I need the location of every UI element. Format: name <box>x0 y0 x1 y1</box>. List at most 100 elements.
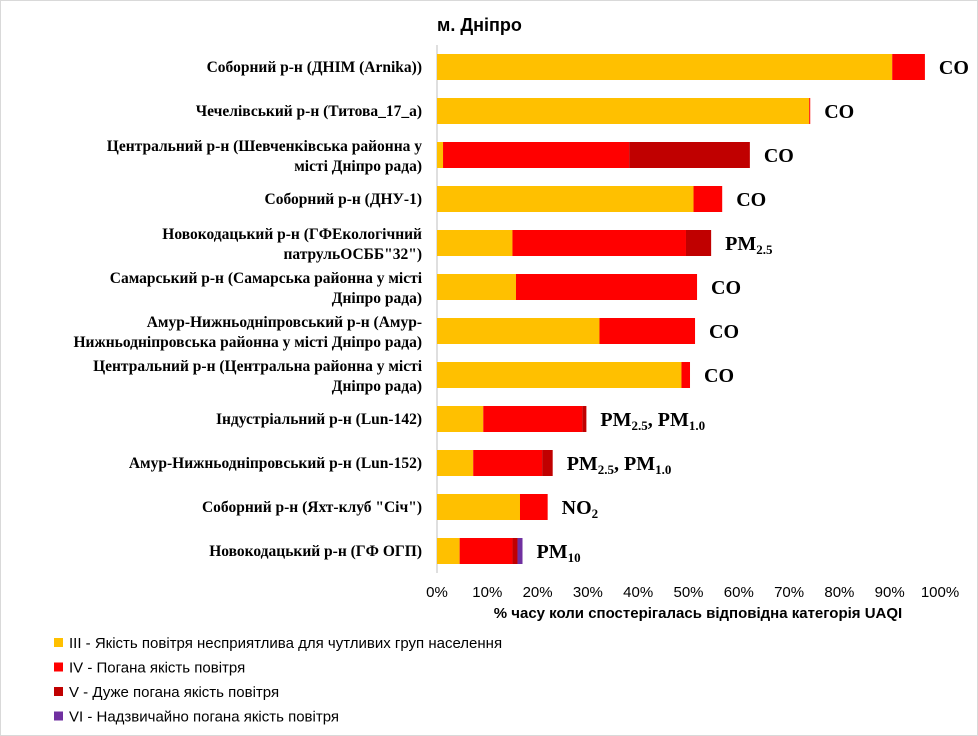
pollutant-label-part: PM <box>600 409 631 431</box>
bar-segment <box>437 362 682 388</box>
bar-segment <box>437 494 520 520</box>
bar-segment <box>542 450 553 476</box>
x-axis-label: % часу коли спостерігалась відповідна ка… <box>494 605 902 622</box>
x-tick-label: 60% <box>724 584 754 601</box>
pollutant-label-part: CO <box>939 57 969 79</box>
category-label-line: Амур-Нижньодніпровський р-н (Lun-152) <box>129 455 422 472</box>
pollutant-label: CO <box>824 101 854 123</box>
legend-swatch <box>54 662 63 672</box>
x-tick-label: 40% <box>623 584 653 601</box>
category-label-line: патрульОСББ"32") <box>283 246 422 263</box>
category-label-line: Соборний р-н (ДНІМ (Arnika)) <box>207 59 422 76</box>
category-label: Новокодацький р-н (ГФЕкологічний патрульО… <box>162 226 422 263</box>
pollutant-label-part: , PM <box>648 409 689 431</box>
bar-segment <box>685 230 712 256</box>
pollutant-label: CO <box>709 321 739 343</box>
legend-entry: III - Якість повітря несприятлива для чу… <box>69 635 502 652</box>
bar-segment <box>459 538 513 564</box>
pollutant-label-part: 1.0 <box>689 418 705 433</box>
category-label-line: Новокодацький р-н (ГФ ОГП) <box>209 543 422 560</box>
category-label: Центральний р-н (Центральна районна у мі… <box>93 358 423 395</box>
category-label: Соборний р-н (ДНУ-1) <box>265 191 422 208</box>
bar-segment <box>892 54 925 80</box>
pollutant-label: CO <box>704 365 734 387</box>
legend-swatch <box>54 711 63 721</box>
x-tick-label: 10% <box>472 584 502 601</box>
pollutant-label: NO2 <box>562 497 599 521</box>
pollutant-label-part: 2.5 <box>598 462 615 477</box>
bar-segment <box>483 406 583 432</box>
legend-entry: VI - Надзвичайно погана якість повітря <box>69 709 339 726</box>
x-tick-label: 30% <box>573 584 603 601</box>
bar-segment <box>437 406 484 432</box>
pollutant-label-part: 1.0 <box>655 462 671 477</box>
pollutant-label: PM10 <box>537 541 581 565</box>
category-label-line: Нижньодніпровська районна у місті Дніпро… <box>73 334 422 351</box>
bar-segment <box>582 406 587 432</box>
category-label-line: Центральний р-н (Шевченківська районна у <box>107 138 422 155</box>
category-label: Новокодацький р-н (ГФ ОГП) <box>209 543 422 560</box>
bar-segment <box>437 54 893 80</box>
pollutant-label-part: CO <box>709 321 739 343</box>
pollutant-label: CO <box>939 57 969 79</box>
bar-segment <box>693 186 723 212</box>
pollutant-label-part: CO <box>711 277 741 299</box>
category-label-line: Чечелівський р-н (Титова_17_а) <box>196 103 422 120</box>
pollutant-label-part: CO <box>824 101 854 123</box>
bar-segment <box>517 538 523 564</box>
bar-segment <box>437 318 600 344</box>
x-tick-label: 90% <box>875 584 905 601</box>
x-tick-label: 50% <box>673 584 703 601</box>
pollutant-label-part: CO <box>764 145 794 167</box>
bar-segment <box>437 142 444 168</box>
pollutant-label-part: NO <box>562 497 592 519</box>
x-tick-labels: 0% 10% 20% 30% 40% 50% 60% 70% 80% 90% 100% <box>426 584 959 601</box>
bar-segment <box>443 142 630 168</box>
pollutant-label-part: 2.5 <box>631 418 648 433</box>
bars <box>437 54 925 564</box>
category-label: Центральний р-н (Шевченківська районна у… <box>107 138 422 175</box>
category-label: Індустріальний р-н (Lun-142) <box>216 411 422 428</box>
legend-entry: V - Дуже погана якість повітря <box>69 684 279 701</box>
bar-segment <box>519 494 548 520</box>
category-label-line: Центральний р-н (Центральна районна у мі… <box>93 358 423 375</box>
x-tick-label: 80% <box>824 584 854 601</box>
category-labels: Соборний р-н (ДНІМ (Arnika)) Чечелівський… <box>73 59 422 560</box>
category-label-line: місті Дніпро рада) <box>294 158 422 175</box>
legend-swatch <box>54 638 63 647</box>
category-label-line: Амур-Нижньодніпровський р-н (Амур- <box>147 314 422 331</box>
pollutant-label-part: 10 <box>568 550 581 565</box>
bar-segment <box>437 538 460 564</box>
pollutant-label: PM2.5, PM1.0 <box>567 453 672 477</box>
category-label-line: Індустріальний р-н (Lun-142) <box>216 411 422 428</box>
x-tick-label: 20% <box>523 584 553 601</box>
bar-segment <box>515 274 698 300</box>
pollutant-label-part: 2.5 <box>756 242 773 257</box>
pollutant-label-part: PM <box>537 541 568 563</box>
bar-segment <box>629 142 750 168</box>
bar-segment <box>437 450 474 476</box>
bar-segment <box>599 318 696 344</box>
pollutant-label-part: PM <box>725 233 756 255</box>
category-label-line: Новокодацький р-н (ГФЕкологічний <box>162 226 422 243</box>
pollutant-label: PM2.5 <box>725 233 773 257</box>
category-label: Чечелівський р-н (Титова_17_а) <box>196 103 422 120</box>
bar-segment <box>437 274 516 300</box>
x-tick-label: 0% <box>426 584 448 601</box>
pollutant-label: CO <box>764 145 794 167</box>
legend-entry: IV - Погана якість повітря <box>69 660 245 677</box>
chart-title: м. Дніпро <box>437 15 522 35</box>
category-label-line: Соборний р-н (Яхт-клуб "Січ") <box>202 499 422 516</box>
legend: III - Якість повітря несприятлива для чу… <box>54 635 502 726</box>
bar-segment <box>437 186 694 212</box>
pollutant-label: CO <box>711 277 741 299</box>
bar-segment <box>681 362 691 388</box>
pollutant-label-part: PM <box>567 453 598 475</box>
category-label: Самарський р-н (Самарська районна у міст… <box>110 270 423 307</box>
category-label: Соборний р-н (ДНІМ (Arnika)) <box>207 59 422 76</box>
bar-segment <box>809 98 811 124</box>
category-label-line: Соборний р-н (ДНУ-1) <box>265 191 422 208</box>
bar-segment <box>437 98 810 124</box>
